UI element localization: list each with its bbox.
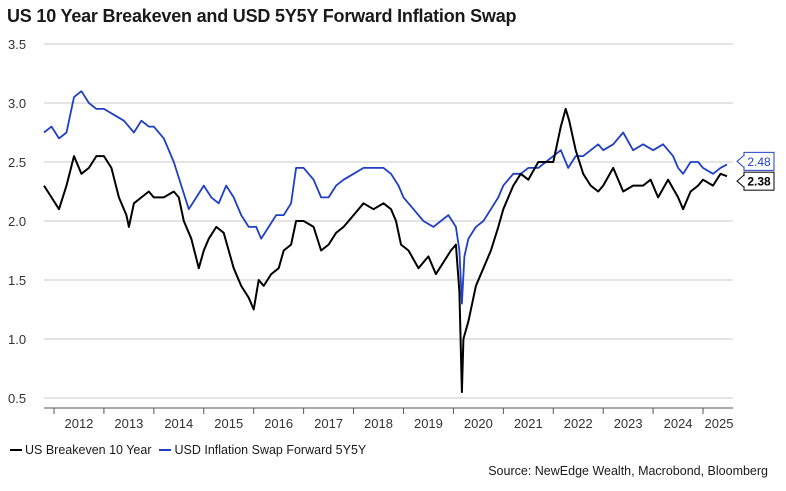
end-value-label: 2.48 [747,155,771,169]
legend-label-swap: USD Inflation Swap Forward 5Y5Y [174,443,367,457]
series-line-swap [43,90,728,305]
x-tick-label: 2022 [564,416,593,431]
y-tick-label: 1.5 [8,273,26,288]
y-tick-label: 0.5 [8,391,26,406]
source-note: Source: NewEdge Wealth, Macrobond, Bloom… [488,464,768,478]
x-tick-label: 2015 [214,416,243,431]
x-tick-label: 2012 [64,416,93,431]
x-tick-label: 2019 [414,416,443,431]
chart-title: US 10 Year Breakeven and USD 5Y5Y Forwar… [7,6,517,26]
x-tick-label: 2023 [614,416,643,431]
x-tick-label: 2024 [664,416,693,431]
y-tick-label: 3.0 [8,96,26,111]
x-tick-label: 2018 [364,416,393,431]
legend-swatch-breakeven [10,448,22,452]
legend-label-breakeven: US Breakeven 10 Year [25,443,152,457]
legend-swatch-swap [159,448,172,452]
y-tick-label: 1.0 [8,332,26,347]
x-tick-label: 2017 [314,416,343,431]
x-tick-label: 2016 [264,416,293,431]
x-tick-label: 2025 [705,416,734,431]
x-tick-label: 2013 [114,416,143,431]
legend-item-swap: USD Inflation Swap Forward 5Y5Y [159,443,366,457]
end-label-pointer [736,154,745,169]
end-label-pointer [736,174,745,189]
x-tick-label: 2021 [514,416,543,431]
legend-item-breakeven: US Breakeven 10 Year [10,443,151,457]
series-line-breakeven [43,107,728,394]
x-tick-label: 2014 [164,416,193,431]
y-tick-label: 2.5 [8,155,26,170]
chart-legend: US Breakeven 10 Year USD Inflation Swap … [10,443,374,457]
y-tick-label: 3.5 [8,37,26,52]
y-tick-label: 2.0 [8,214,26,229]
x-tick-label: 2020 [464,416,493,431]
end-value-label: 2.38 [747,175,771,189]
